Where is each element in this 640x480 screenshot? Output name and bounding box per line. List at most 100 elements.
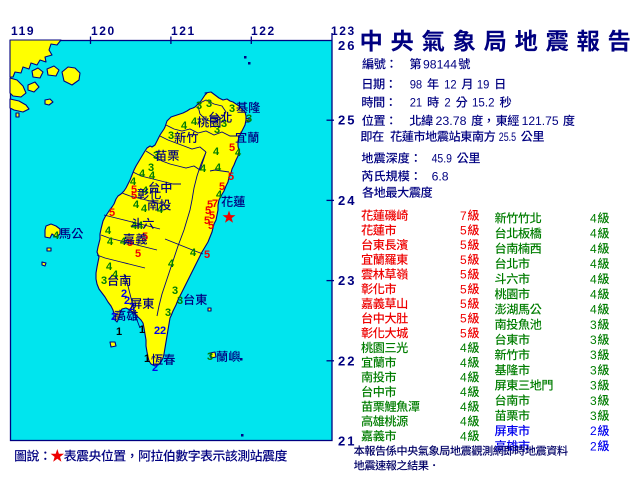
svg-text:2: 2: [444, 96, 451, 110]
svg-text:3: 3: [246, 113, 252, 125]
svg-text:3: 3: [172, 285, 178, 297]
svg-text:121: 121: [171, 24, 196, 38]
svg-text:4: 4: [460, 385, 467, 399]
svg-text:3: 3: [590, 318, 597, 332]
svg-text:4: 4: [105, 225, 112, 237]
svg-text:5: 5: [229, 142, 235, 154]
svg-text:4: 4: [190, 247, 197, 259]
svg-text:22: 22: [338, 353, 356, 368]
svg-text:3: 3: [590, 333, 597, 347]
svg-text:3: 3: [206, 98, 212, 110]
svg-text:5: 5: [460, 326, 467, 340]
svg-text:21: 21: [338, 434, 356, 449]
svg-text:5: 5: [460, 268, 467, 282]
svg-text:1: 1: [116, 326, 122, 338]
svg-text:25: 25: [338, 113, 356, 128]
svg-text:5: 5: [135, 248, 141, 260]
svg-text:7: 7: [460, 209, 467, 223]
svg-text:5: 5: [460, 282, 467, 296]
svg-text:3: 3: [590, 394, 597, 408]
svg-text:4: 4: [141, 203, 148, 215]
svg-text:5: 5: [207, 199, 213, 211]
svg-text:4: 4: [181, 120, 188, 132]
svg-text:120: 120: [91, 24, 116, 38]
svg-text:45.9: 45.9: [432, 152, 453, 166]
svg-text:3: 3: [229, 103, 235, 115]
svg-text:7: 7: [212, 198, 218, 210]
svg-text:3: 3: [196, 100, 202, 112]
svg-text:5: 5: [204, 215, 210, 227]
svg-text:4: 4: [106, 261, 113, 273]
svg-text:2: 2: [152, 362, 158, 374]
svg-text:5: 5: [460, 312, 467, 326]
svg-text:4: 4: [168, 258, 175, 270]
svg-text:4: 4: [590, 242, 597, 256]
svg-text:1: 1: [144, 353, 150, 365]
svg-text:6.8: 6.8: [432, 170, 449, 184]
svg-text:23.78: 23.78: [436, 114, 467, 128]
svg-text:15.2: 15.2: [472, 96, 495, 110]
svg-text:3: 3: [177, 295, 183, 307]
svg-text:119: 119: [11, 24, 35, 38]
svg-text:4: 4: [120, 236, 127, 248]
svg-text:4: 4: [460, 400, 467, 414]
svg-text:21: 21: [410, 96, 423, 110]
svg-text:4: 4: [213, 146, 220, 158]
svg-text:4: 4: [590, 257, 597, 271]
svg-text:4: 4: [590, 272, 597, 286]
svg-text:4: 4: [191, 116, 198, 128]
svg-text:3: 3: [590, 363, 597, 377]
svg-text:5: 5: [460, 238, 467, 252]
svg-text:25.5: 25.5: [499, 130, 517, 144]
svg-text:3: 3: [207, 351, 213, 363]
svg-text:5: 5: [228, 171, 234, 183]
svg-text:5: 5: [204, 249, 210, 261]
svg-text:2: 2: [154, 325, 160, 337]
svg-text:4: 4: [460, 356, 467, 370]
svg-text:4: 4: [460, 341, 467, 355]
svg-text:121.75: 121.75: [522, 114, 559, 128]
svg-text:4: 4: [200, 163, 207, 175]
svg-text:122: 122: [251, 24, 276, 38]
svg-text:5: 5: [209, 210, 215, 222]
svg-text:2: 2: [121, 288, 127, 300]
svg-text:4: 4: [460, 371, 467, 385]
svg-text:1: 1: [139, 324, 145, 336]
svg-text:23: 23: [338, 273, 356, 288]
svg-text:12: 12: [444, 77, 457, 91]
svg-text:3: 3: [148, 162, 154, 174]
svg-text:4: 4: [216, 189, 223, 201]
svg-text:4: 4: [460, 429, 467, 443]
svg-text:4: 4: [149, 170, 156, 182]
svg-text:5: 5: [460, 297, 467, 311]
svg-text:3: 3: [168, 130, 174, 142]
svg-text:5: 5: [460, 224, 467, 238]
svg-text:3: 3: [590, 348, 597, 362]
svg-text:98: 98: [410, 77, 423, 91]
svg-text:3: 3: [165, 307, 171, 319]
svg-text:4: 4: [133, 199, 140, 211]
svg-text:2: 2: [590, 424, 597, 438]
svg-text:5: 5: [131, 190, 137, 202]
svg-text:5: 5: [142, 231, 148, 243]
svg-text:26: 26: [338, 38, 356, 53]
svg-text:3: 3: [153, 150, 159, 162]
svg-text:4: 4: [215, 162, 222, 174]
svg-text:4: 4: [460, 415, 467, 429]
svg-text:5: 5: [205, 205, 211, 217]
svg-text:123: 123: [331, 24, 356, 38]
svg-text:4: 4: [590, 287, 597, 301]
svg-text:3: 3: [221, 118, 227, 130]
svg-text:3: 3: [101, 275, 107, 287]
svg-text:3: 3: [590, 409, 597, 423]
svg-text:4: 4: [590, 227, 597, 241]
svg-text:4: 4: [130, 176, 137, 188]
svg-text:2: 2: [111, 311, 117, 323]
svg-text:24: 24: [338, 193, 356, 208]
svg-text:3: 3: [590, 379, 597, 393]
svg-text:5: 5: [109, 207, 115, 219]
svg-text:5: 5: [208, 220, 214, 232]
svg-text:4: 4: [137, 220, 144, 232]
svg-text:4: 4: [590, 212, 597, 226]
svg-text:2: 2: [124, 295, 130, 307]
